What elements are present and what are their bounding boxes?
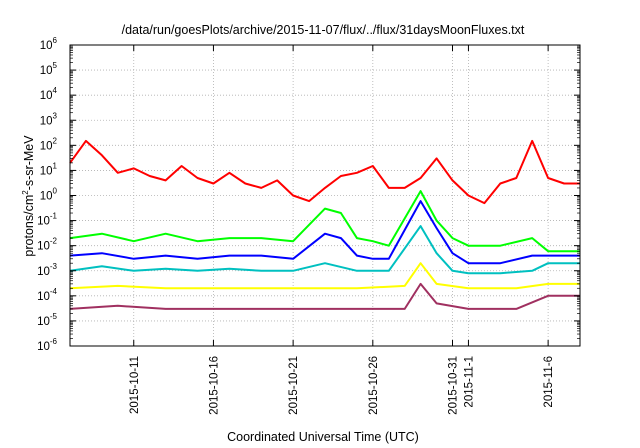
series-line-5 [69,262,580,290]
series-line-2 [69,190,580,253]
x-tick-label: 2015-10-11 [129,356,141,414]
series-group [69,139,580,310]
y-tick-label: 10-3 [37,262,57,278]
y-tick-label: 100 [40,187,58,203]
x-tick-label: 2015-10-16 [208,356,220,415]
y-tick-label: 10-1 [37,212,57,228]
series-line-4 [69,225,580,275]
y-tick-labels: 10-6 10-5 10-4 10-3 10-2 10-1 100 101 102 103 104 1… [37,36,57,353]
y-tick-label: 10-2 [37,237,57,253]
y-tick-label: 102 [40,136,58,152]
y-tick-label: 103 [40,111,58,127]
y-axis-label: protons/cm2-s-sr-MeV [21,135,36,257]
tick-marks [70,44,580,347]
grid [70,45,580,346]
y-tick-label: 106 [40,36,58,52]
x-tick-labels: 2015-10-11 2015-10-16 2015-10-21 2015-10-26… [129,356,555,415]
series-line-1 [69,139,580,205]
series-line-3 [69,200,580,265]
x-axis-label: Coordinated Universal Time (UTC) [227,430,419,444]
series-line-6 [69,282,580,310]
y-tick-label: 10-6 [37,337,57,353]
y-tick-label: 10-5 [37,312,57,328]
chart-title: /data/run/goesPlots/archive/2015-11-07/f… [122,23,525,37]
x-tick-label: 2015-11-6 [543,356,555,408]
y-tick-label: 105 [40,61,58,77]
x-tick-label: 2015-10-26 [368,356,380,415]
x-tick-label: 2015-10-31 [448,356,460,415]
x-tick-label: 2015-10-21 [288,356,300,415]
x-tick-label: 2015-11-1 [463,356,475,408]
y-tick-label: 10-4 [37,287,57,303]
y-tick-label: 104 [40,86,58,102]
y-tick-label: 101 [40,161,58,177]
